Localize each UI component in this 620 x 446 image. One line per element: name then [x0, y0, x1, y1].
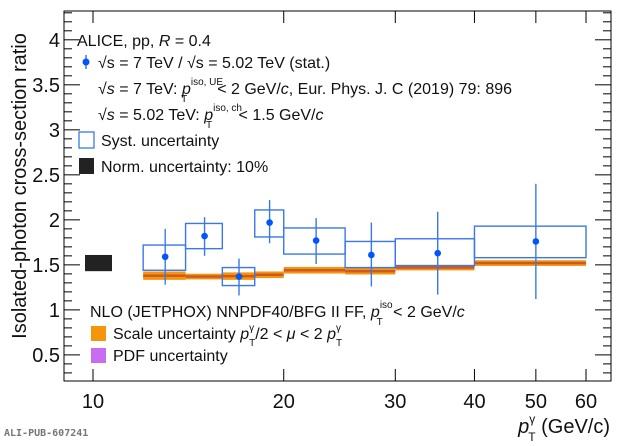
syst-box [142, 244, 187, 271]
legend-scale-label: Scale uncertainty pγ T/2 < μ < 2 pγ T [113, 323, 342, 349]
y-tick-label: 3 [49, 120, 60, 142]
plot-frame [63, 10, 612, 382]
x-tick-label: 10 [82, 391, 104, 413]
normalization-box [85, 254, 112, 272]
syst-box [473, 225, 587, 259]
x-tick-label: 60 [575, 391, 597, 413]
legend-pdf-swatch [91, 348, 106, 363]
y-tick-label: 0.5 [32, 345, 60, 367]
theory-central-line [474, 261, 587, 265]
y-tick-label: 1 [49, 300, 60, 322]
legend-item-502tev: √s = 5.02 TeV: piso, ch T < 1.5 GeV/c [98, 103, 324, 131]
x-tick-label: 30 [384, 391, 406, 413]
data-point [235, 273, 243, 280]
legend-norm-label: Norm. uncertainty: 10% [101, 159, 268, 176]
theory-layer [143, 260, 587, 280]
legend-item-label: √s = 7 TeV / √s = 5.02 TeV (stat.) [98, 55, 330, 72]
legend-pdf-label: PDF uncertainty [113, 348, 228, 365]
y-tick-label: 3.5 [32, 75, 60, 97]
data-point [266, 219, 273, 226]
x-tick-label: 50 [525, 391, 547, 413]
data-point [161, 253, 169, 261]
legend-item-7tev: √s = 7 TeV: piso, UE T< 2 GeV/c, Eur. Phy… [98, 77, 512, 105]
publication-id: ALI-PUB-607241 [4, 428, 89, 439]
legend-norm-box [79, 158, 94, 174]
data-point [532, 238, 540, 245]
theory-central-line [345, 269, 396, 273]
theory-central-line [395, 266, 475, 269]
theory-central-line [283, 269, 346, 272]
data-point [312, 237, 320, 244]
legend: ALICE, pp, R = 0.4 √s = 7 TeV / √s = 5.0… [77, 33, 512, 176]
data-point [368, 251, 375, 259]
x-tick-label: 20 [273, 391, 295, 413]
theory-legend: NLO (JETPHOX) NNPDF40/BFG II FF, piso T <… [90, 300, 465, 365]
legend-syst-box [78, 131, 95, 149]
legend-syst-label: Syst. uncertainty [101, 133, 219, 150]
legend-item-data: √s = 7 TeV / √s = 5.02 TeV (stat.) [82, 55, 330, 72]
theory-central-line [254, 273, 284, 276]
y-tick-label: 2.5 [32, 165, 60, 187]
y-axis-label: Isolated-photon cross-section ratio [9, 33, 31, 339]
data-layer [85, 183, 587, 300]
theory-central-line [185, 275, 223, 278]
y-tick-label: 1.5 [32, 255, 60, 277]
y-tick-label: 2 [49, 210, 60, 232]
theory-legend-header: NLO (JETPHOX) NNPDF40/BFG II FF, piso T <… [90, 300, 465, 328]
axes-layer: 0.5 1 1.5 2 2.5 3 3.5 4 10 20 30 40 50 60 [32, 10, 612, 413]
data-point [201, 232, 208, 240]
legend-marker [82, 58, 90, 66]
legend-header: ALICE, pp, R = 0.4 [77, 33, 211, 50]
theory-central-line [143, 274, 186, 277]
x-axis-label: pγ T (GeV/c) [517, 412, 610, 444]
legend-scale-swatch [91, 326, 106, 341]
data-point [434, 249, 442, 257]
x-tick-label: 40 [463, 391, 485, 413]
y-tick-label: 4 [49, 30, 60, 52]
